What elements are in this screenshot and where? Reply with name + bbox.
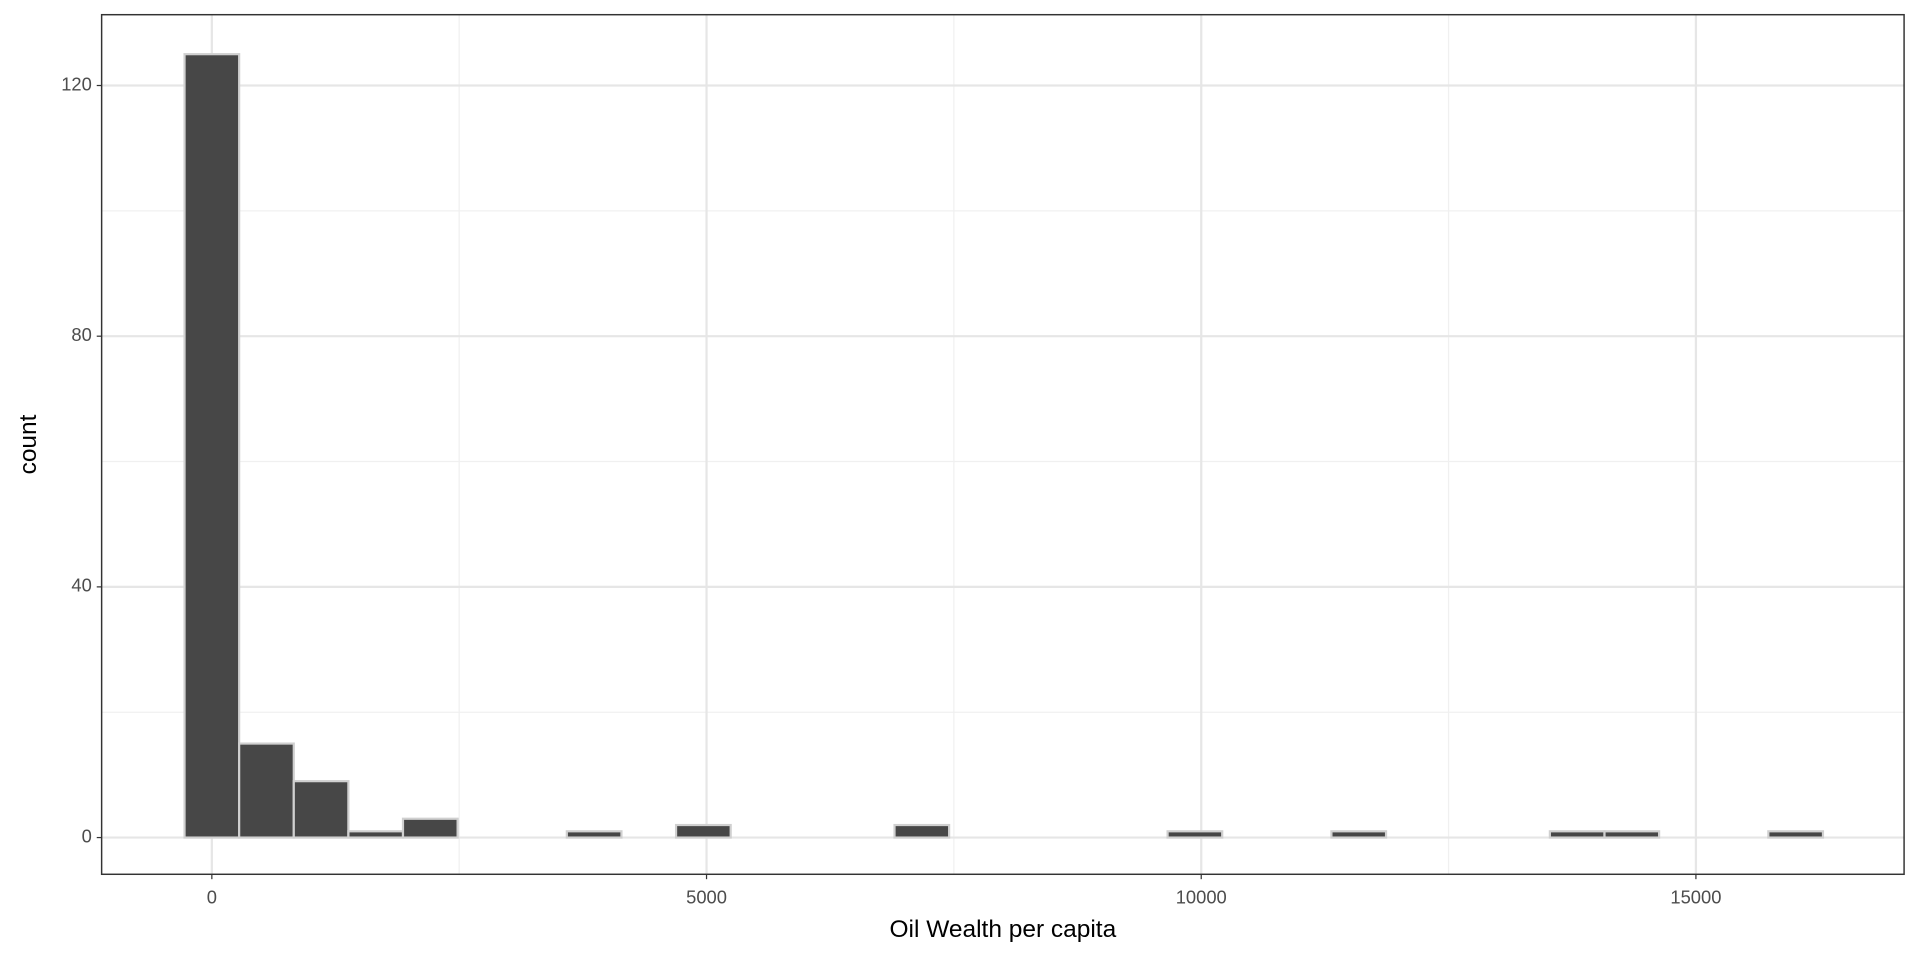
bar [292,780,350,839]
y-axis-title: count [15,414,42,474]
y-tick-label: 40 [71,575,91,596]
bar [1166,830,1224,839]
x-axis-title: Oil Wealth per capita [890,916,1117,943]
bar [674,823,732,839]
y-tick-label: 0 [82,825,92,846]
bar [1548,830,1606,839]
bar [1767,830,1825,839]
x-tick-label: 0 [207,887,217,908]
bar [183,53,241,839]
bar [401,817,459,839]
bar [893,823,951,839]
x-tick-label: 10000 [1176,887,1227,908]
panel-border [100,13,1905,876]
bar [347,830,405,839]
panel-background [101,14,1905,875]
y-tick-label: 120 [61,73,92,94]
bar [565,830,623,839]
x-tick-label: 5000 [686,887,727,908]
y-tick-label: 80 [71,324,91,345]
bar [1330,830,1388,839]
bar [1603,830,1661,839]
x-tick-label: 15000 [1670,887,1721,908]
bar [238,742,295,839]
